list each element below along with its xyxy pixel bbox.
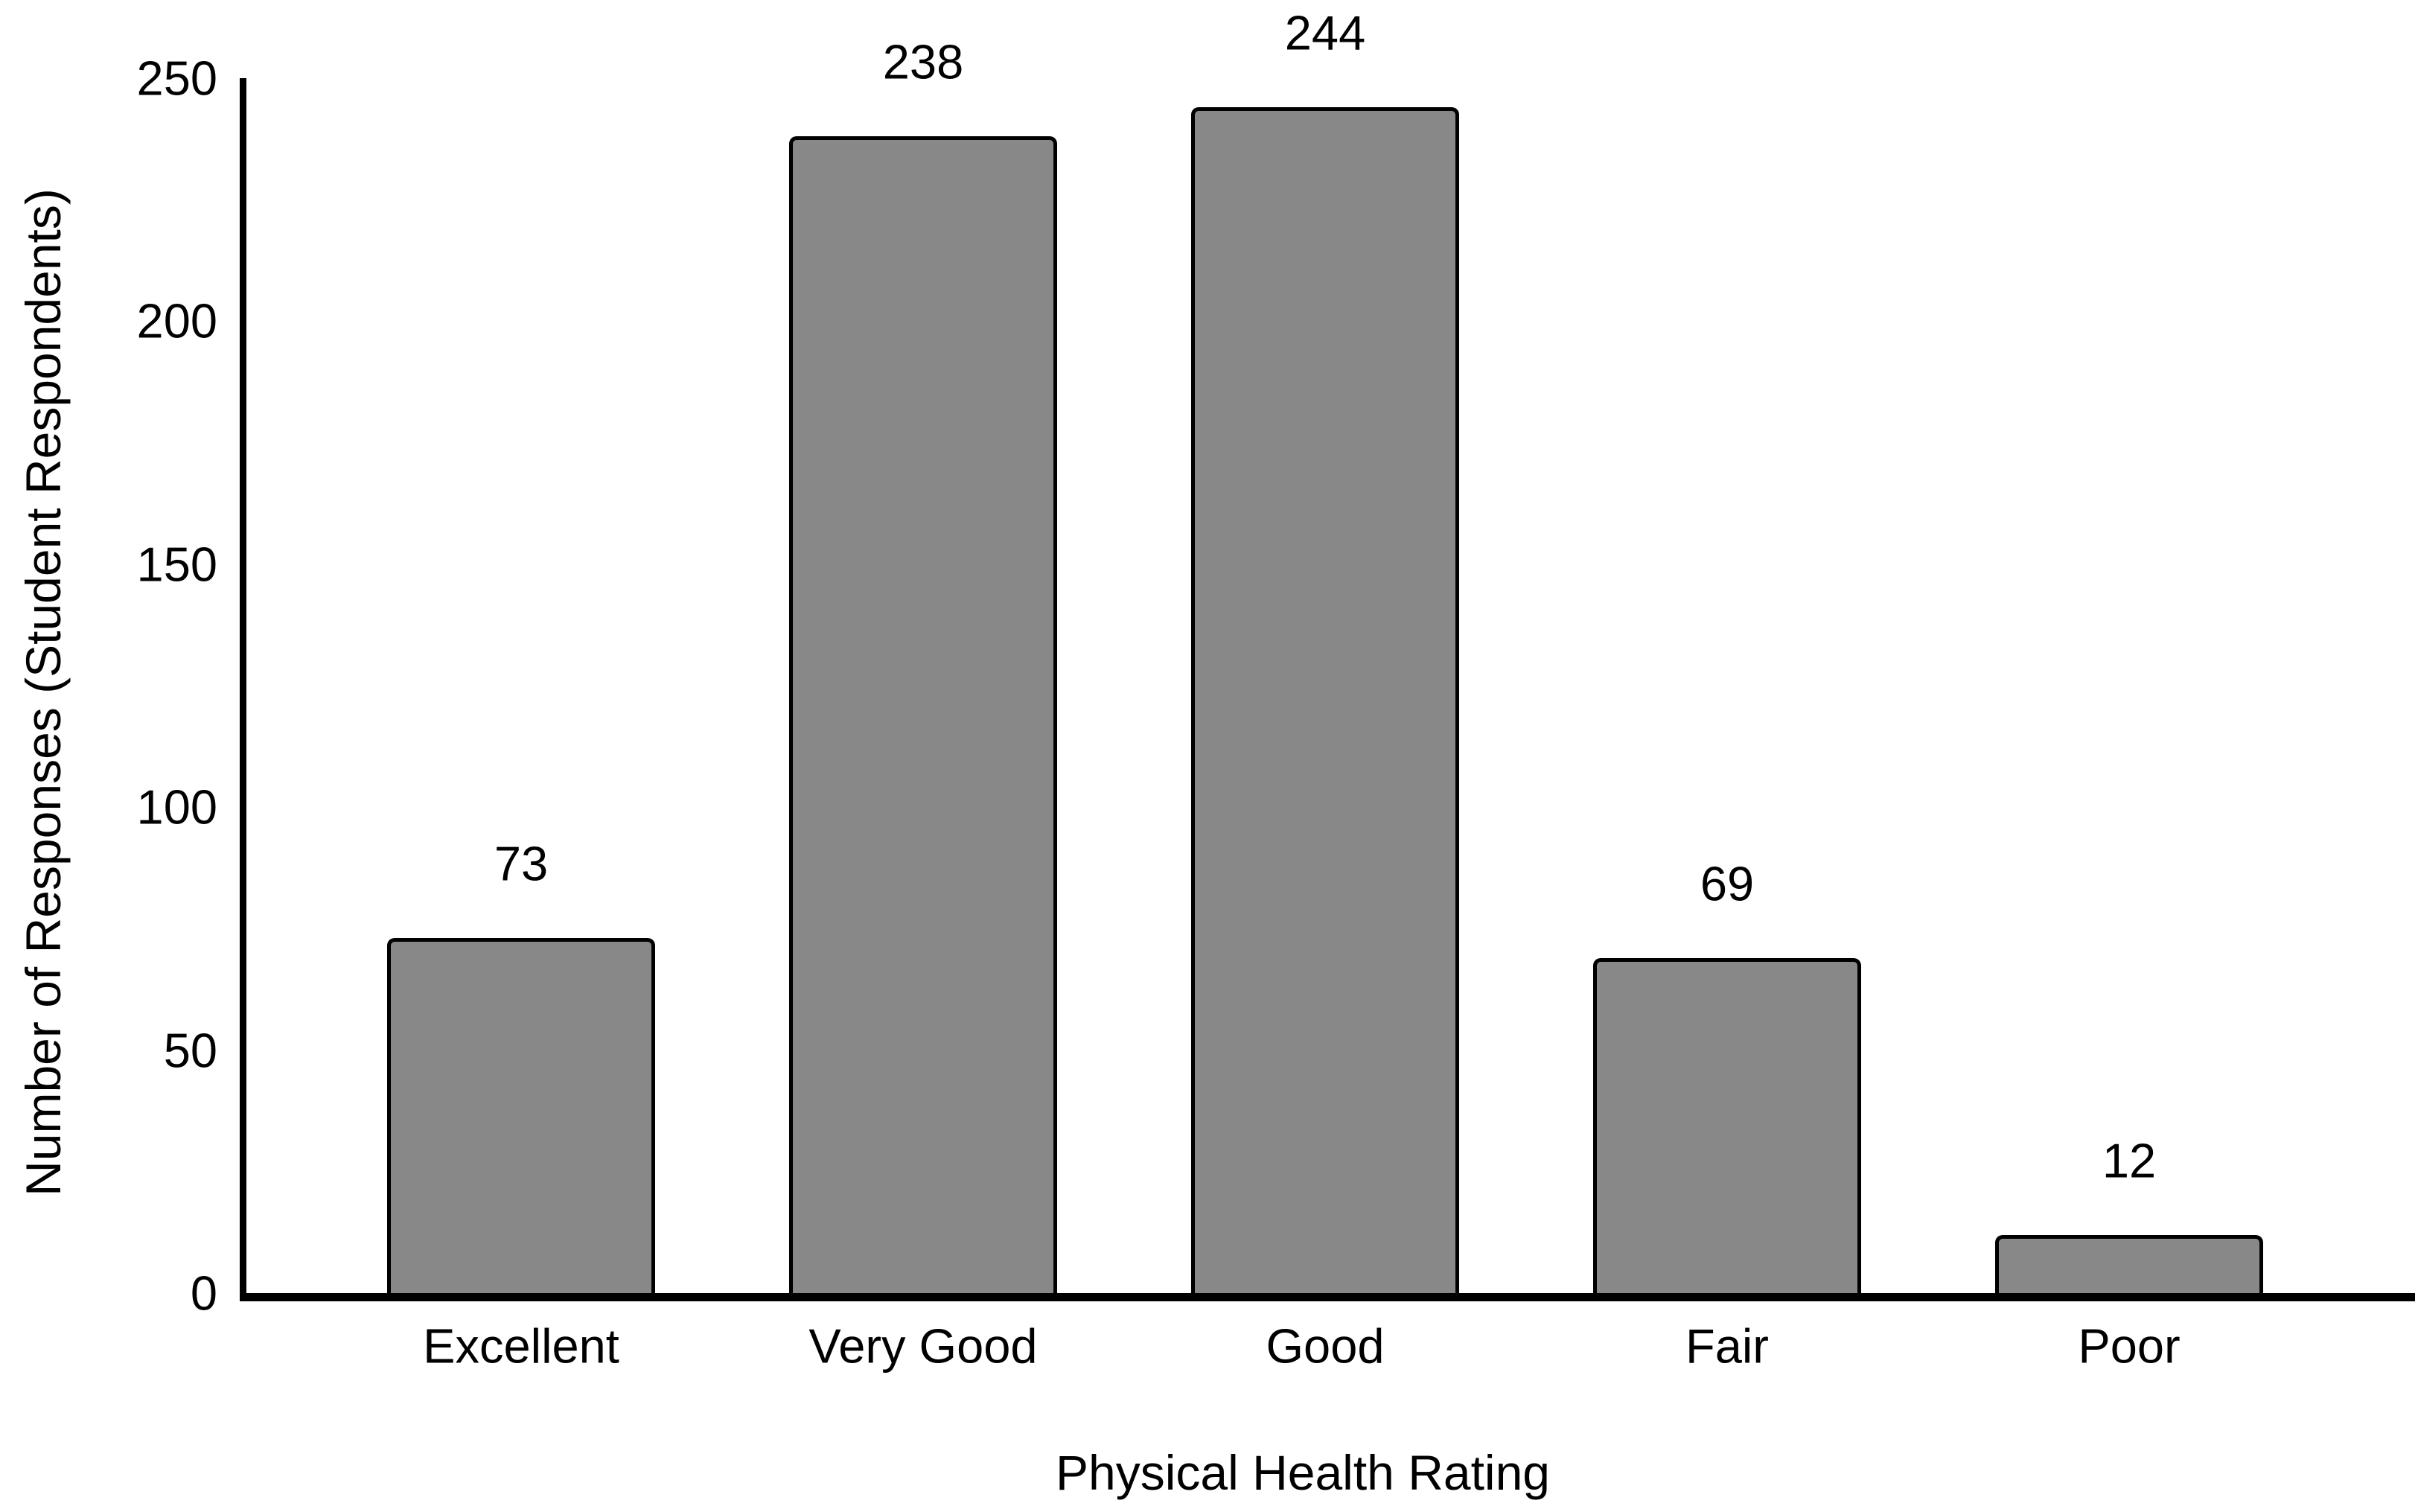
bar: [1593, 957, 1861, 1293]
category-label: Excellent: [423, 1318, 619, 1374]
y-axis-title: Number of Responses (Student Respondents…: [16, 188, 71, 1196]
y-tick-label: 200: [136, 293, 217, 348]
x-axis-line: [240, 1293, 2415, 1301]
bar-value-label: 244: [1284, 5, 1366, 60]
bar: [789, 136, 1057, 1293]
bar: [387, 938, 655, 1293]
bar-value-label: 12: [2102, 1133, 2157, 1188]
category-label: Fair: [1685, 1318, 1769, 1374]
bar-value-label: 69: [1700, 856, 1755, 911]
bar: [1995, 1234, 2263, 1293]
category-label: Very Good: [808, 1318, 1038, 1374]
bar-value-label: 73: [494, 836, 549, 891]
y-tick-label: 100: [136, 779, 217, 835]
bar: [1191, 107, 1459, 1293]
y-tick-label: 0: [190, 1266, 217, 1321]
y-axis-line: [240, 78, 246, 1301]
y-tick-label: 250: [136, 51, 217, 106]
y-tick-label: 50: [163, 1023, 217, 1078]
x-axis-title: Physical Health Rating: [1056, 1445, 1550, 1500]
y-tick-label: 150: [136, 537, 217, 592]
category-label: Good: [1266, 1318, 1385, 1374]
category-label: Poor: [2078, 1318, 2181, 1374]
bar-value-label: 238: [882, 34, 964, 89]
